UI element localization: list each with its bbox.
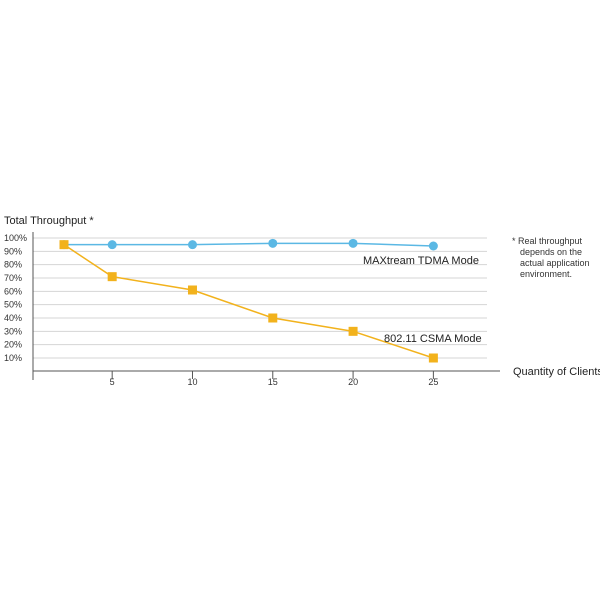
data-point (268, 313, 278, 323)
x-tick-label: 5 (110, 377, 115, 387)
data-point (428, 353, 438, 363)
series-group (59, 238, 438, 363)
data-point (107, 240, 117, 250)
y-tick-label: 100% (4, 233, 27, 243)
y-tick-label: 70% (4, 273, 22, 283)
y-tick-label: 80% (4, 260, 22, 270)
series-line-1 (63, 244, 434, 359)
data-point (428, 241, 438, 251)
y-tick-label: 20% (4, 340, 22, 350)
data-point (348, 326, 358, 336)
data-point (187, 240, 197, 250)
data-point (268, 238, 278, 248)
y-tick-label: 10% (4, 353, 22, 363)
footnote-line: depends on the (520, 247, 583, 257)
y-tick-labels: 100% 90% 80% 70% 60% 50% 40% 30% 20% 10% (4, 233, 27, 363)
x-tick-label: 10 (187, 377, 197, 387)
data-point (187, 285, 197, 295)
x-tick-label: 25 (428, 377, 438, 387)
y-tick-label: 50% (4, 300, 22, 310)
x-tick-label: 15 (268, 377, 278, 387)
y-axis-title: Total Throughput * (4, 215, 94, 227)
data-point (348, 238, 358, 248)
footnote-line: * Real throughput (512, 236, 583, 246)
y-tick-label: 30% (4, 326, 22, 336)
footnote: * Real throughput depends on the actual … (512, 236, 594, 280)
data-point (59, 240, 69, 250)
axes (32, 232, 500, 380)
x-axis-title: Quantity of Clients (513, 366, 600, 378)
data-point (107, 272, 117, 282)
series-label-csma: 802.11 CSMA Mode (384, 333, 482, 345)
series-label-tdma: MAXtream TDMA Mode (363, 255, 479, 267)
y-tick-label: 40% (4, 313, 22, 323)
x-tick-label: 20 (348, 377, 358, 387)
series-line-0 (64, 242, 434, 247)
y-tick-label: 60% (4, 286, 22, 296)
footnote-line: actual application (520, 258, 590, 268)
x-tick-labels: 5 10 15 20 25 (110, 377, 439, 387)
footnote-line: environment. (520, 269, 573, 279)
y-tick-label: 90% (4, 246, 22, 256)
